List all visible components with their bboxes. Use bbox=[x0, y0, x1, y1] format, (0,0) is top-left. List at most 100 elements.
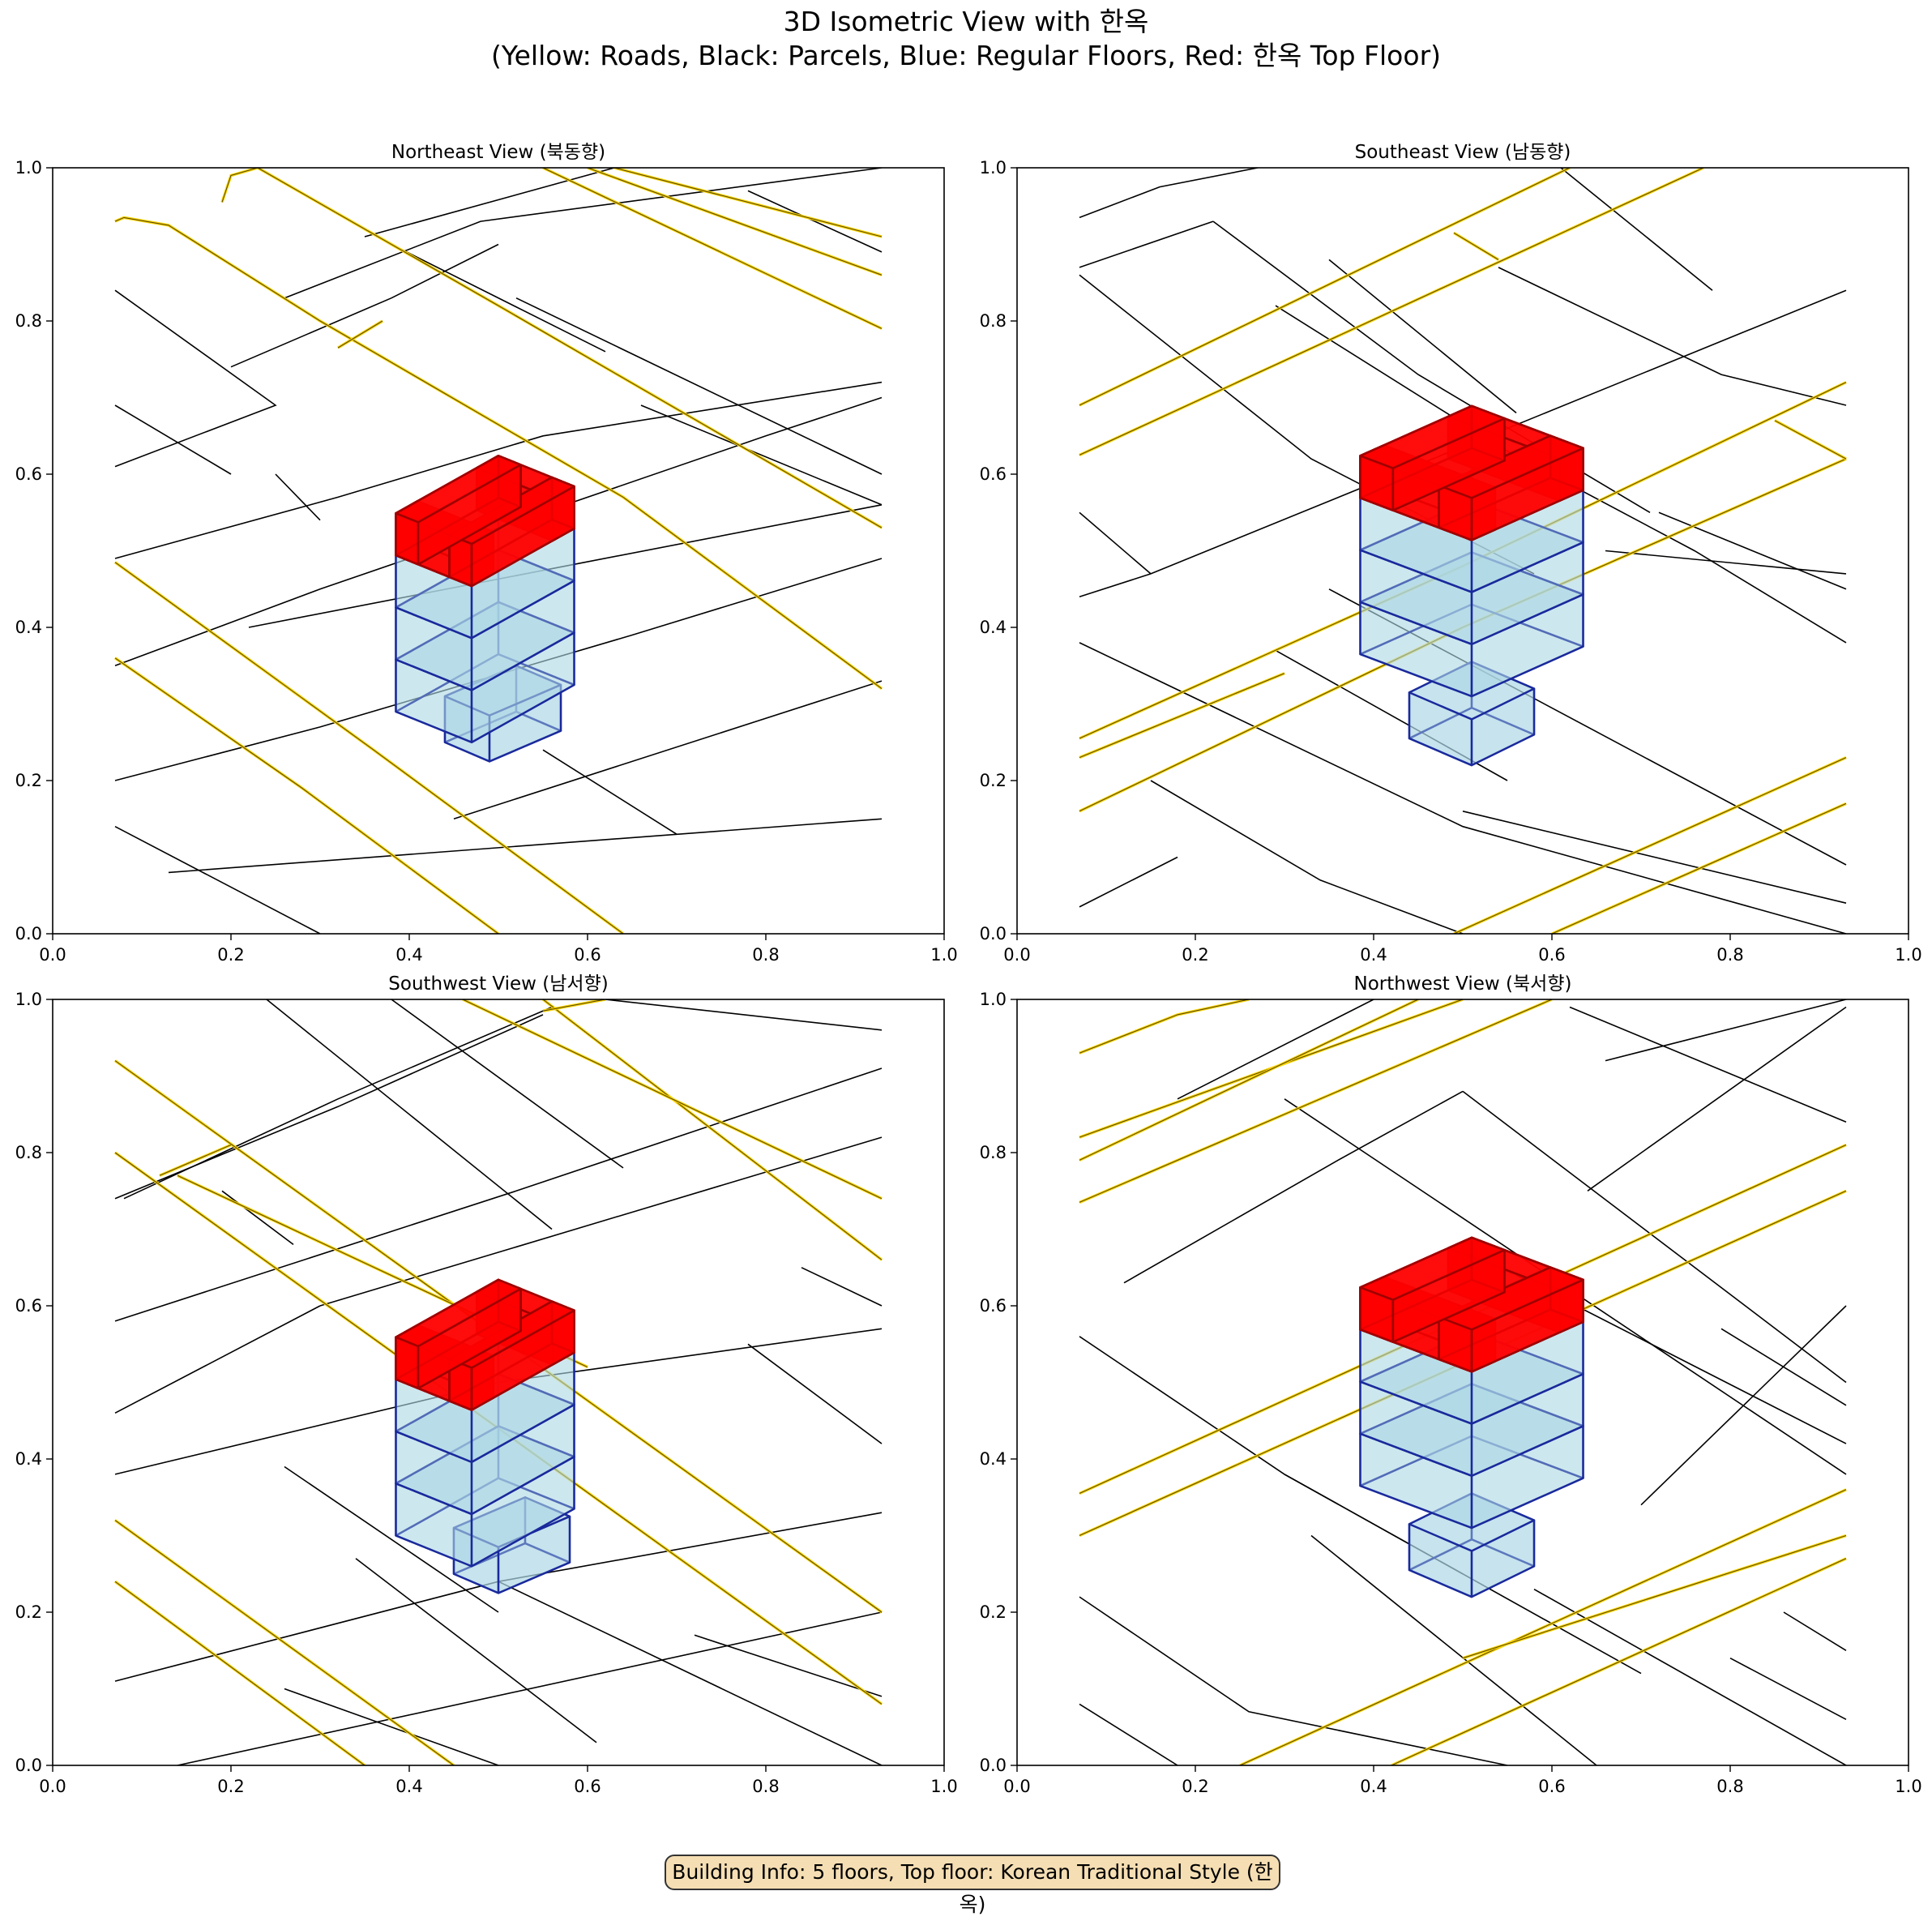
y-tick-label: 0.6 bbox=[15, 464, 42, 484]
parcel-line-17 bbox=[694, 1634, 883, 1697]
axes-title: Southeast View (남동향) bbox=[1355, 142, 1571, 163]
parcel-line-0 bbox=[114, 289, 277, 468]
plot-area bbox=[113, 999, 883, 1765]
y-tick-label: 1.0 bbox=[15, 990, 42, 1009]
parcel-line-7 bbox=[1569, 1006, 1847, 1123]
road-edge-8 bbox=[114, 1581, 365, 1765]
y-tick-label: 0.2 bbox=[980, 1602, 1007, 1622]
parcel-line-1 bbox=[230, 243, 499, 368]
parcel-line-13 bbox=[1605, 999, 1847, 1062]
road-edge-5 bbox=[542, 168, 883, 329]
x-tick-label: 0.0 bbox=[1003, 945, 1030, 965]
x-tick-label: 0.2 bbox=[217, 945, 244, 965]
road-edge-0 bbox=[1079, 168, 1571, 406]
y-tick-label: 0.6 bbox=[980, 1296, 1007, 1316]
parcel-line-4 bbox=[114, 381, 883, 559]
axes-frame bbox=[1016, 999, 1909, 1766]
parcel-line-2 bbox=[114, 404, 232, 475]
y-tick-label: 0.0 bbox=[15, 924, 42, 943]
parcel-line-1 bbox=[1079, 1596, 1508, 1765]
x-tick-label: 0.8 bbox=[752, 1777, 779, 1796]
axes-panel-sw: 0.0 0.2 0.4 0.6 0.8 1.0 0.0 0.2 0.4 0.6 0.8 1.0 Sout… bbox=[15, 973, 958, 1796]
parcel-line-12 bbox=[801, 1267, 883, 1307]
x-tick-label: 1.0 bbox=[1895, 945, 1921, 965]
parcel-line-16 bbox=[1783, 1611, 1847, 1651]
figure-title-line1: 3D Isometric View with 한옥 bbox=[783, 6, 1149, 37]
parcel-line-16 bbox=[1328, 588, 1847, 866]
y-tick-label: 0.0 bbox=[15, 1756, 42, 1775]
parcel-line-11 bbox=[168, 818, 883, 874]
road-edge-2 bbox=[1453, 232, 1499, 260]
building-info-box: Building Info: 5 floors, Top floor: Kore… bbox=[665, 1855, 1280, 1916]
parcel-line-8 bbox=[266, 999, 553, 1230]
y-tick-label: 0.2 bbox=[15, 771, 42, 790]
parcel-line-4 bbox=[1310, 1534, 1597, 1765]
road-edge-0 bbox=[114, 216, 883, 690]
parcel-line-13 bbox=[221, 1190, 294, 1246]
parcel-line-7 bbox=[248, 504, 883, 628]
x-tick-label: 0.4 bbox=[395, 1777, 422, 1796]
parcel-line-9 bbox=[1079, 511, 1152, 575]
parcel-line-10 bbox=[114, 825, 321, 934]
road-edge-2 bbox=[159, 1144, 232, 1176]
x-tick-label: 0.6 bbox=[1538, 945, 1565, 965]
x-tick-label: 0.6 bbox=[574, 945, 601, 965]
parcel-line-15 bbox=[1605, 550, 1847, 575]
building bbox=[395, 454, 575, 763]
parcel-line-2 bbox=[114, 1067, 883, 1322]
parcel-line-3 bbox=[284, 168, 883, 299]
axes-frame bbox=[52, 167, 945, 935]
road-edge-1 bbox=[221, 168, 883, 528]
parcel-line-15 bbox=[542, 749, 677, 835]
y-tick-label: 0.4 bbox=[980, 1449, 1007, 1469]
road-edge-4 bbox=[1079, 673, 1285, 759]
axes-title: Northeast View (북동향) bbox=[391, 142, 605, 163]
building bbox=[395, 1278, 575, 1594]
parcel-line-7 bbox=[177, 1611, 883, 1765]
road-edge-3 bbox=[1079, 999, 1553, 1203]
x-tick-label: 0.6 bbox=[574, 1777, 601, 1796]
x-tick-label: 0.0 bbox=[39, 1777, 66, 1796]
y-tick-label: 1.0 bbox=[15, 158, 42, 178]
y-tick-label: 0.4 bbox=[15, 618, 42, 637]
parcel-line-8 bbox=[1123, 1090, 1464, 1284]
axes-frame bbox=[1016, 167, 1909, 935]
parcel-line-12 bbox=[1079, 856, 1178, 908]
parcel-line-14 bbox=[391, 243, 606, 353]
x-tick-label: 0.0 bbox=[1003, 1777, 1030, 1796]
hanok-bar-2-face-5 bbox=[1438, 434, 1584, 499]
parcel-line-6 bbox=[364, 168, 615, 237]
parcel-line-18 bbox=[284, 1688, 499, 1765]
parcel-line-4 bbox=[319, 1136, 883, 1307]
axes-title: Southwest View (남서향) bbox=[388, 973, 608, 995]
parcel-line-14 bbox=[1720, 1328, 1847, 1406]
parcel-line-10 bbox=[1587, 1006, 1847, 1192]
x-tick-label: 0.4 bbox=[1360, 945, 1387, 965]
parcel-line-12 bbox=[275, 473, 321, 521]
axes-frame bbox=[52, 999, 945, 1766]
road-edge-8 bbox=[1391, 1558, 1847, 1765]
x-tick-label: 0.8 bbox=[1716, 945, 1743, 965]
road-edge-6 bbox=[542, 999, 606, 1012]
hanok-bar-3-face-5 bbox=[395, 1278, 522, 1348]
parcel-line-9 bbox=[1177, 999, 1374, 1100]
road-edge-7 bbox=[1453, 757, 1847, 934]
parcel-line-13 bbox=[1275, 649, 1508, 781]
parcel-line-1 bbox=[1079, 220, 1214, 268]
parcel-line-17 bbox=[747, 190, 883, 253]
road-edge-4 bbox=[114, 657, 499, 934]
parcel-line-11 bbox=[1150, 780, 1464, 934]
road-edge-4 bbox=[542, 999, 883, 1260]
road-edge-6 bbox=[1774, 420, 1847, 460]
road-edge-2 bbox=[337, 320, 383, 349]
road-edge-3 bbox=[1079, 382, 1847, 739]
road-line-1 bbox=[220, 168, 883, 529]
y-tick-label: 0.8 bbox=[980, 311, 1007, 331]
road-edge-8 bbox=[1551, 802, 1847, 934]
road-edge-6 bbox=[1239, 1489, 1847, 1765]
road-edge-6 bbox=[587, 168, 883, 276]
x-tick-label: 0.2 bbox=[217, 1777, 244, 1796]
axes-panel-se: 0.0 0.2 0.4 0.6 0.8 1.0 0.0 0.2 0.4 0.6 0.8 1.0 Sout… bbox=[980, 142, 1922, 965]
hanok-bar-3-face-5 bbox=[395, 454, 522, 524]
parcel-line-5 bbox=[1328, 259, 1517, 414]
